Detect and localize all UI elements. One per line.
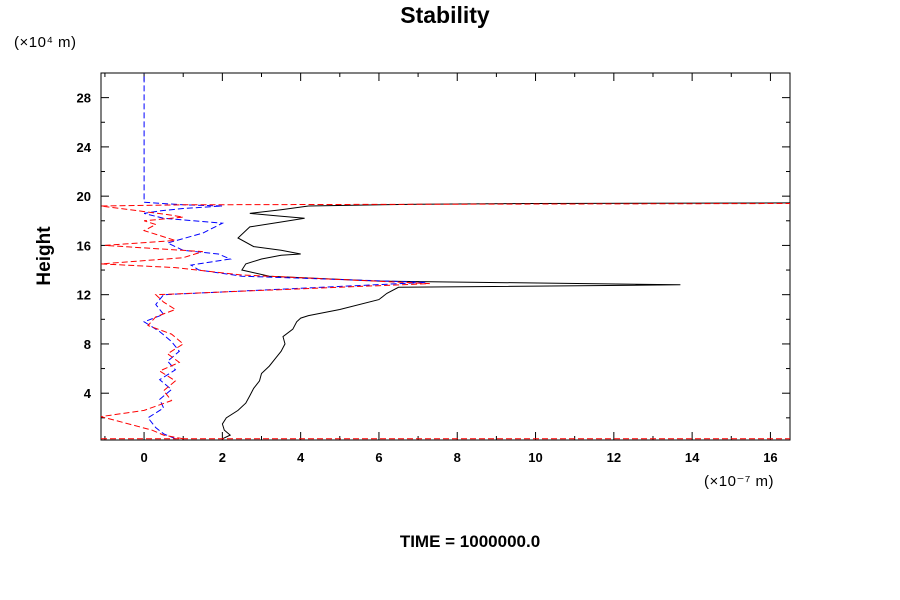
x-tick-label: 2 bbox=[219, 450, 226, 465]
y-tick-label: 24 bbox=[77, 140, 92, 155]
y-tick-label: 4 bbox=[84, 386, 92, 401]
y-tick-label: 20 bbox=[77, 189, 91, 204]
series-line-2 bbox=[142, 73, 426, 440]
x-tick-label: 6 bbox=[375, 450, 382, 465]
x-tick-label: 14 bbox=[685, 450, 700, 465]
time-footer: TIME = 1000000.0 bbox=[399, 532, 541, 551]
y-axis-unit: (×10⁴ m) bbox=[14, 34, 77, 51]
x-tick-label: 16 bbox=[763, 450, 777, 465]
y-tick-label: 28 bbox=[77, 91, 91, 106]
x-tick-label: 4 bbox=[297, 450, 305, 465]
x-axis-unit: (×10⁻⁷ m) bbox=[704, 473, 774, 490]
series-line-1 bbox=[221, 202, 790, 440]
plot-frame bbox=[100, 72, 791, 441]
x-tick-label: 8 bbox=[454, 450, 461, 465]
x-tick-label: 0 bbox=[140, 450, 147, 465]
y-tick-label: 16 bbox=[77, 238, 91, 253]
x-tick-label: 12 bbox=[607, 450, 621, 465]
y-tick-label: 12 bbox=[77, 288, 91, 303]
series-line-3 bbox=[101, 203, 790, 440]
chart-title: Stability bbox=[400, 2, 490, 28]
y-tick-label: 8 bbox=[84, 337, 91, 352]
x-tick-label: 10 bbox=[528, 450, 542, 465]
